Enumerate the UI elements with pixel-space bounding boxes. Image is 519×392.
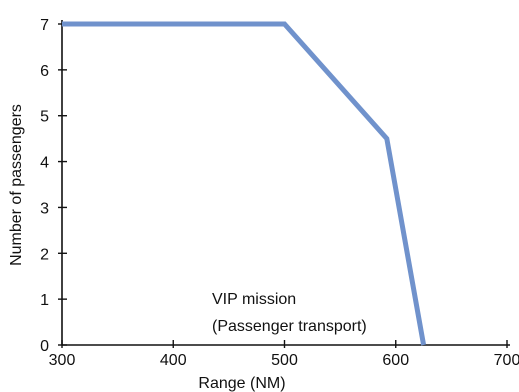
y-tick-label: 3 [40, 200, 49, 217]
series-layer [62, 21, 427, 346]
y-tick-label: 5 [40, 109, 49, 126]
y-tick-label: 0 [40, 338, 49, 355]
x-tick-label: 600 [382, 352, 409, 369]
x-tick-label: 300 [49, 352, 76, 369]
x-tick-label: 700 [494, 352, 519, 369]
x-ticks: 300 400 500 600 700 [49, 340, 519, 369]
annotation-line-1: VIP mission [212, 291, 296, 308]
x-tick-label: 400 [160, 352, 187, 369]
x-axis-title: Range (NM) [198, 375, 285, 392]
y-tick-label: 1 [40, 292, 49, 309]
y-axis-title: Number of passengers [8, 104, 25, 266]
y-tick-label: 4 [40, 155, 49, 172]
x-tick-label: 500 [271, 352, 298, 369]
axes [61, 20, 510, 346]
y-tick-label: 7 [40, 17, 49, 34]
series-line [62, 21, 427, 346]
y-tick-label: 2 [40, 246, 49, 263]
y-tick-label: 6 [40, 63, 49, 80]
annotation-line-2: (Passenger transport) [212, 318, 367, 335]
y-ticks: 0 1 2 3 4 5 6 7 [40, 17, 67, 355]
